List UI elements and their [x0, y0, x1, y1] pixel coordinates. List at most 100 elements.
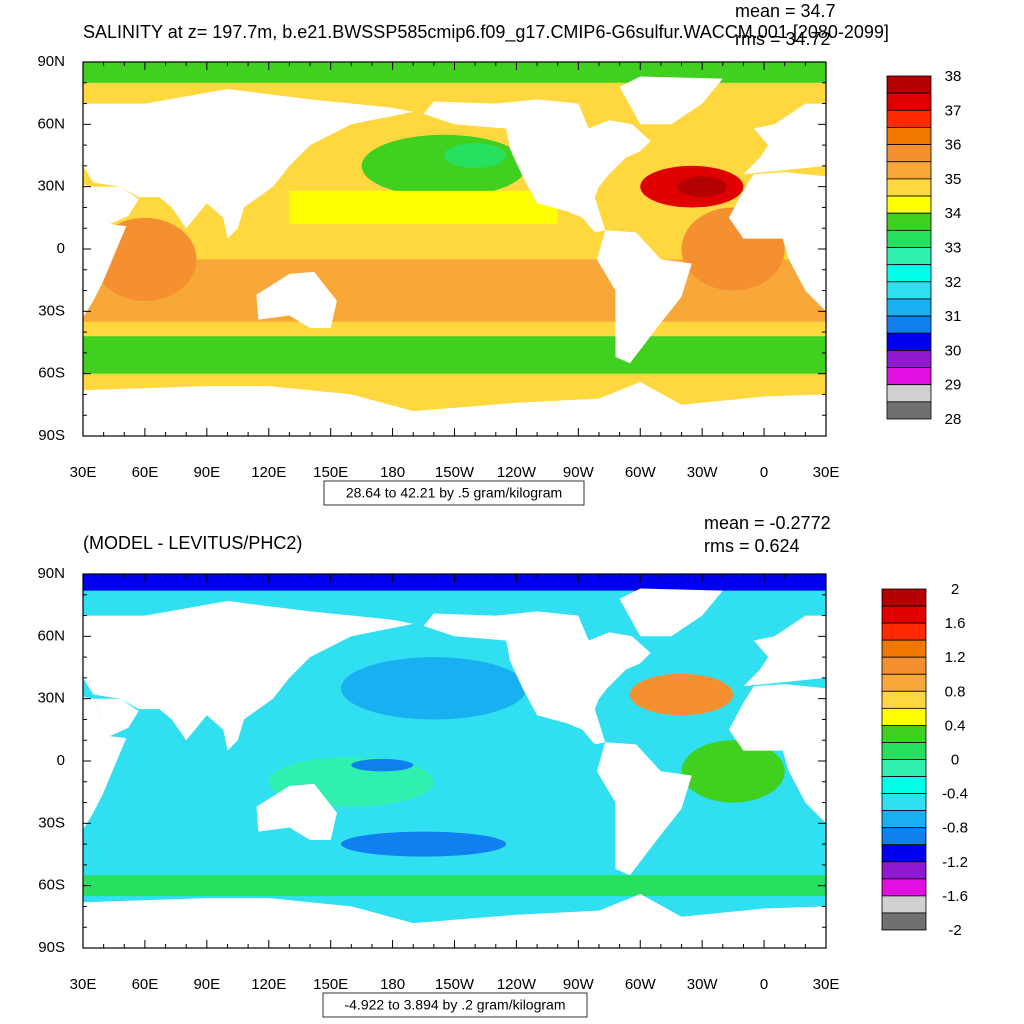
colorbar-label: 31: [945, 308, 962, 325]
colorbar-box: [881, 588, 927, 607]
colorbar-box: [881, 707, 927, 726]
land: [729, 684, 826, 824]
colorbar-label: -0.8: [942, 820, 968, 837]
field-band: [83, 875, 826, 897]
colorbar-label: 1.2: [945, 649, 966, 666]
colorbar-box: [881, 912, 927, 931]
colorbar-box: [881, 861, 927, 880]
field: [83, 62, 826, 436]
lon-label: 60E: [132, 464, 159, 481]
lat-label: 90S: [38, 427, 65, 444]
lon-label: 150E: [313, 976, 348, 993]
lon-label: 150W: [435, 976, 475, 993]
colorbar-label: -1.2: [942, 854, 968, 871]
land: [256, 271, 337, 328]
land: [256, 783, 337, 840]
lat-label: 0: [57, 240, 65, 257]
title: (MODEL - LEVITUS/PHC2): [83, 533, 302, 553]
colorbar-box: [886, 281, 932, 300]
colorbar-label: 36: [945, 137, 962, 154]
land: [93, 186, 139, 225]
lon-label: 120W: [497, 976, 537, 993]
lon-label: 120E: [251, 464, 286, 481]
lat-label: 60N: [37, 627, 65, 644]
colorbar-label: 2: [951, 581, 959, 598]
colorbar-box: [886, 264, 932, 283]
lon-label: 150E: [313, 464, 348, 481]
colorbar-label: 0.8: [945, 683, 966, 700]
colorbar-box: [881, 827, 927, 846]
land: [83, 184, 127, 318]
colorbar-box: [881, 895, 927, 914]
colorbar-box: [881, 656, 927, 675]
colorbar-label: -2: [948, 922, 961, 939]
colorbar-box: [886, 92, 932, 111]
colorbar-box: [886, 178, 932, 197]
land: [619, 76, 723, 125]
lat-label: 90S: [38, 939, 65, 956]
field-blob: [361, 134, 527, 198]
colorbar-box: [886, 384, 932, 403]
range-note: -4.922 to 3.894 by .2 gram/kilogram: [344, 997, 565, 1013]
rms-stat: rms = 0.624: [704, 536, 800, 556]
colorbar-box: [881, 622, 927, 641]
lat-label: 60S: [38, 877, 65, 894]
colorbar-box: [881, 793, 927, 812]
lon-label: 90W: [563, 976, 595, 993]
colorbar-box: [881, 742, 927, 760]
lat-label: 60N: [37, 115, 65, 132]
lon-label: 60W: [625, 976, 657, 993]
colorbar-box: [886, 401, 932, 420]
range-box: [322, 992, 588, 1018]
colorbar-box: [886, 229, 932, 248]
colorbar-label: -1.6: [942, 888, 968, 905]
field-blob: [340, 657, 527, 720]
lon-label: 30W: [687, 464, 719, 481]
lon-label: 30E: [813, 464, 840, 481]
land: [619, 588, 723, 637]
land: [83, 382, 826, 436]
colorbar-box: [886, 298, 932, 317]
colorbar-label: 30: [945, 342, 962, 359]
lon-label: 90E: [193, 976, 220, 993]
land: [729, 172, 826, 312]
colorbar-box: [881, 605, 927, 624]
land: [423, 611, 651, 745]
field-blob: [351, 758, 414, 772]
colorbar-label: 29: [945, 377, 962, 394]
lon-label: 60E: [132, 976, 159, 993]
lat-label: 90N: [37, 53, 65, 70]
lon-label: 30E: [70, 464, 97, 481]
land: [596, 742, 692, 876]
colorbar-box: [881, 878, 927, 897]
colorbar-box: [886, 75, 932, 94]
colorbar-box: [886, 195, 932, 214]
rms-stat: rms = 34.72: [735, 29, 831, 49]
field-band: [289, 190, 558, 225]
lat-label: 30S: [38, 302, 65, 319]
lat-label: 30S: [38, 814, 65, 831]
lon-label: 180: [380, 464, 405, 481]
lon-label: 90W: [563, 464, 595, 481]
colorbar-box: [886, 109, 932, 128]
colorbar-box: [881, 690, 927, 709]
title: SALINITY at z= 197.7m, b.e21.BWSSP585cmi…: [83, 22, 889, 43]
colorbar-box: [881, 759, 927, 777]
field-blob: [677, 176, 727, 198]
field-blob: [629, 673, 734, 716]
lon-label: 0: [760, 464, 768, 481]
land: [596, 230, 692, 364]
colorbar-box: [886, 315, 932, 334]
field-blob: [681, 740, 785, 803]
colorbar-label: 0.4: [945, 717, 966, 734]
range-box: [323, 480, 585, 506]
colorbar-box: [886, 127, 932, 145]
land: [83, 894, 826, 948]
land: [83, 696, 127, 830]
lon-label: 30W: [687, 976, 719, 993]
lat-label: 60S: [38, 365, 65, 382]
lon-label: 180: [380, 976, 405, 993]
land: [93, 698, 139, 737]
lon-label: 150W: [435, 464, 475, 481]
colorbar-label: 28: [945, 411, 962, 428]
